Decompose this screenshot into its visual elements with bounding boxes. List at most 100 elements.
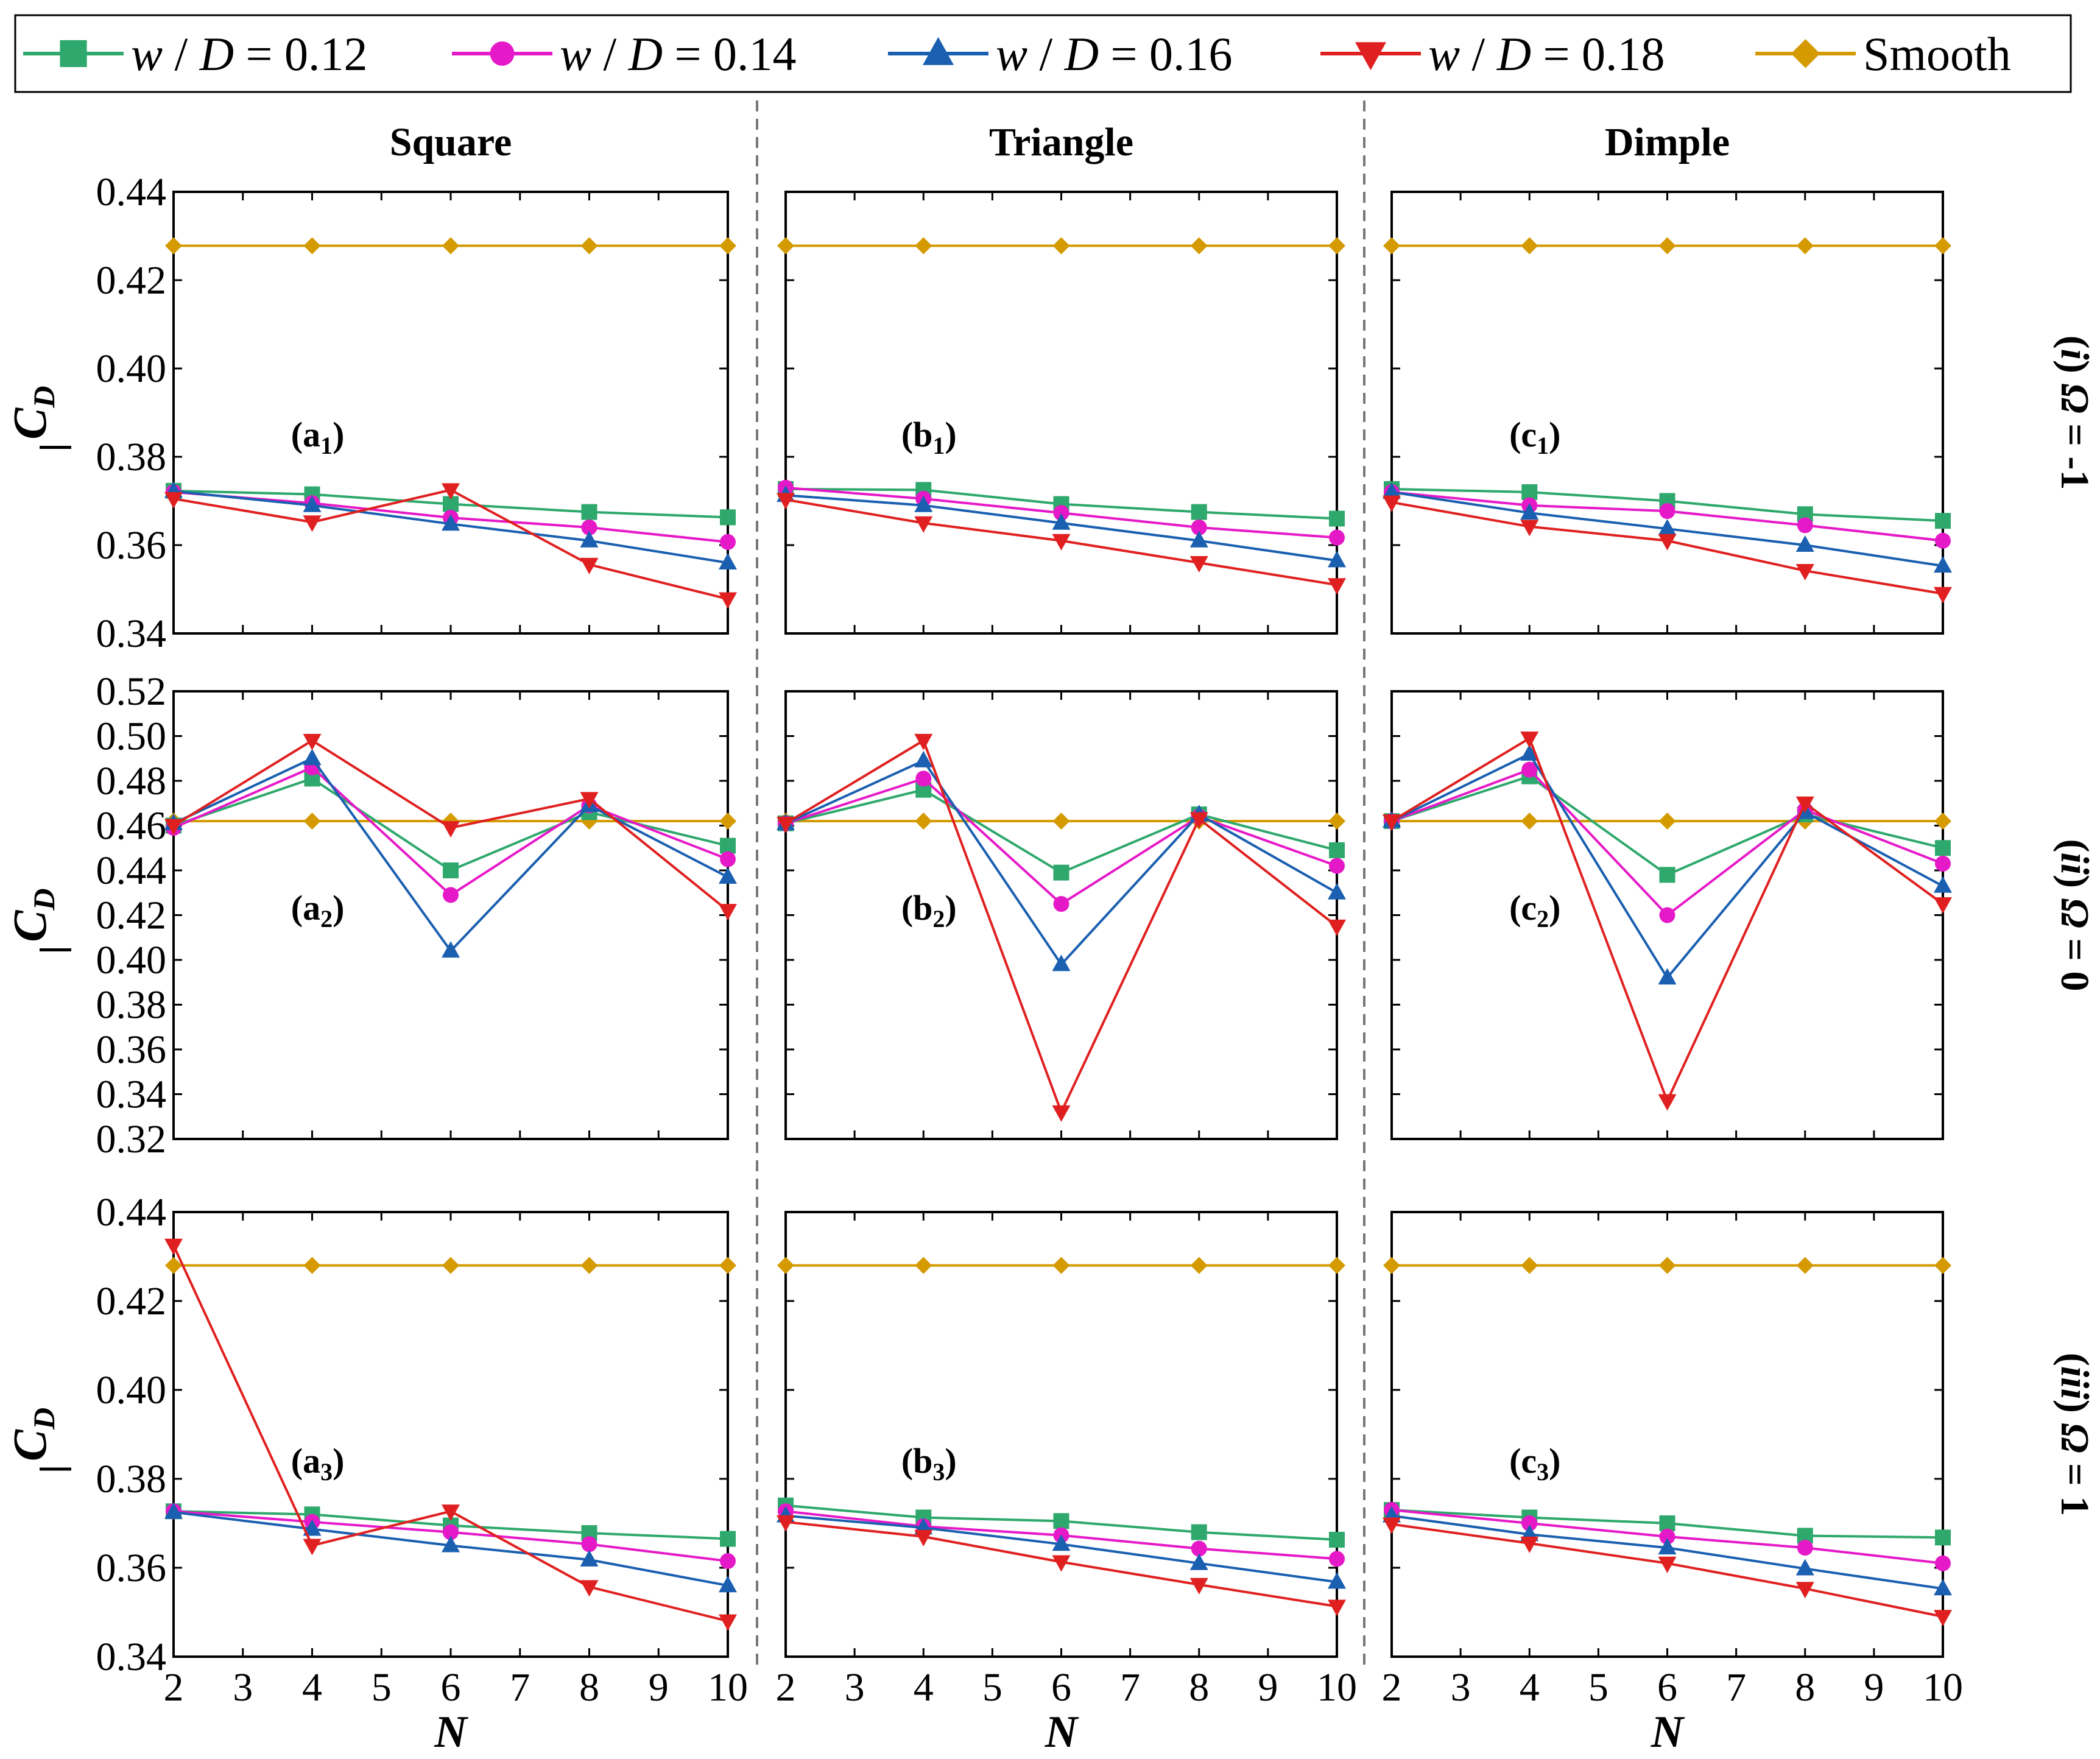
data-point-s016	[1052, 513, 1071, 530]
data-point-s018	[1658, 1094, 1677, 1111]
row-labels: (i) Ω = -1 (ii) Ω = 0 (iii) Ω = 1	[2052, 336, 2097, 1517]
data-point-s014	[1659, 907, 1675, 923]
data-point-smooth	[1934, 813, 1951, 830]
data-point-s018	[164, 819, 183, 836]
panel-c1: (c1)	[1383, 191, 1952, 635]
data-point-s014	[1329, 858, 1345, 874]
series-s016	[164, 749, 737, 958]
x-tick-label: 10	[1317, 1665, 1357, 1710]
data-point-s018	[1658, 1556, 1677, 1573]
y-tick-label: 0.36	[96, 523, 167, 568]
legend-label: w / D = 0.12	[131, 27, 368, 80]
data-point-s016	[1795, 535, 1814, 552]
data-point-smooth	[777, 1257, 794, 1274]
data-point-s012	[1053, 864, 1069, 881]
data-point-smooth	[1658, 813, 1676, 830]
column-title-dimple: Dimple	[1605, 120, 1730, 164]
panel-label: (c1)	[1509, 415, 1560, 459]
data-point-s018	[580, 1580, 599, 1597]
data-point-smooth	[915, 237, 932, 255]
y-tick-label: 0.40	[96, 938, 167, 982]
data-point-smooth	[1934, 1257, 1951, 1274]
data-point-smooth	[1521, 1257, 1538, 1274]
y-tick-label: 0.38	[96, 1457, 167, 1501]
data-point-s014	[1521, 761, 1538, 778]
data-point-smooth	[1521, 237, 1538, 255]
series-s018	[164, 483, 737, 609]
y-tick-label: 0.50	[96, 714, 167, 759]
plot-frame	[172, 191, 729, 635]
plot-frame	[784, 191, 1338, 635]
legend-label: w / D = 0.18	[1428, 27, 1665, 80]
data-point-s018	[914, 516, 933, 533]
y-tick-label: 0.44	[96, 170, 167, 214]
plot-frame	[1390, 1211, 1944, 1658]
data-point-s016	[303, 1519, 322, 1536]
data-point-s018	[580, 557, 599, 574]
data-point-s012	[1053, 1513, 1069, 1529]
data-point-s018	[1328, 578, 1346, 595]
series-s018	[777, 733, 1346, 1122]
x-tick-label: 8	[1189, 1665, 1209, 1710]
data-point-smooth	[1521, 813, 1538, 830]
column-title-square: Square	[390, 120, 512, 164]
y-tick-label: 0.40	[96, 1368, 167, 1412]
data-point-smooth	[1383, 237, 1400, 255]
data-point-smooth	[777, 237, 794, 255]
x-tick-label: 5	[982, 1665, 1002, 1710]
y-tick-label: 0.36	[96, 1546, 167, 1590]
data-point-s018	[1520, 1536, 1539, 1553]
data-point-s018	[303, 733, 322, 750]
series-s014	[1384, 761, 1951, 923]
series-smooth	[165, 1257, 736, 1274]
data-point-s016	[914, 495, 933, 512]
x-tick-label: 4	[914, 1665, 934, 1710]
data-point-s014	[720, 1553, 736, 1570]
data-point-s014	[1659, 1528, 1675, 1545]
data-point-s014	[720, 851, 736, 867]
data-point-s016	[1658, 968, 1677, 985]
x-tick-label: 8	[579, 1665, 599, 1710]
data-point-s014	[1191, 1540, 1207, 1557]
data-point-s016	[1189, 531, 1208, 548]
panel-a3: 0.34 0.36 0.38 0.40 0.42 0.44 2 3 4 5 6 7 8 9 10 N CD (a3…	[3, 1190, 748, 1757]
series-s018	[1383, 495, 1952, 604]
panel-c3: 2 3 4 5 6 7 8 9 10 N (c3)	[1382, 1211, 1963, 1757]
data-point-smooth	[1796, 237, 1814, 255]
data-point-s012	[1329, 1532, 1345, 1548]
legend-marker-triangle-down-icon	[1355, 42, 1386, 71]
data-point-s016	[303, 749, 322, 766]
data-point-s018	[303, 1539, 322, 1556]
series-smooth	[1383, 237, 1951, 255]
data-point-s016	[303, 495, 322, 512]
data-point-s016	[719, 553, 737, 569]
data-point-s014	[1521, 1515, 1538, 1531]
data-point-smooth	[1190, 1257, 1208, 1274]
data-point-s018	[1189, 1577, 1208, 1595]
data-point-smooth	[1796, 1257, 1814, 1274]
y-tick-label: 0.34	[96, 1073, 167, 1117]
data-point-s016	[580, 531, 599, 548]
y-tick-label: 0.42	[96, 894, 167, 938]
data-point-s012	[1659, 1515, 1675, 1531]
data-point-s016	[1934, 556, 1952, 573]
plot-frame	[172, 690, 729, 1140]
data-point-smooth	[1190, 237, 1208, 255]
data-point-s016	[1052, 1534, 1071, 1551]
series-s016	[164, 1502, 737, 1593]
data-point-s016	[719, 867, 737, 884]
data-point-smooth	[165, 237, 182, 255]
data-point-smooth	[1328, 1257, 1345, 1274]
data-point-s014	[581, 1536, 597, 1553]
panel-label: (b3)	[901, 1441, 957, 1486]
data-point-s014	[1935, 1555, 1951, 1571]
x-tick-label: 7	[1726, 1665, 1746, 1710]
legend-item-smooth: Smooth	[1755, 27, 2011, 80]
y-tick-label: 0.38	[96, 435, 167, 479]
x-tick-label: 7	[510, 1665, 530, 1710]
x-tick-label: 3	[845, 1665, 865, 1710]
legend-item-s018: w / D = 0.18	[1320, 27, 1665, 80]
data-point-smooth	[1383, 1257, 1400, 1274]
row-label-3: (iii) Ω = 1	[2052, 1353, 2097, 1516]
